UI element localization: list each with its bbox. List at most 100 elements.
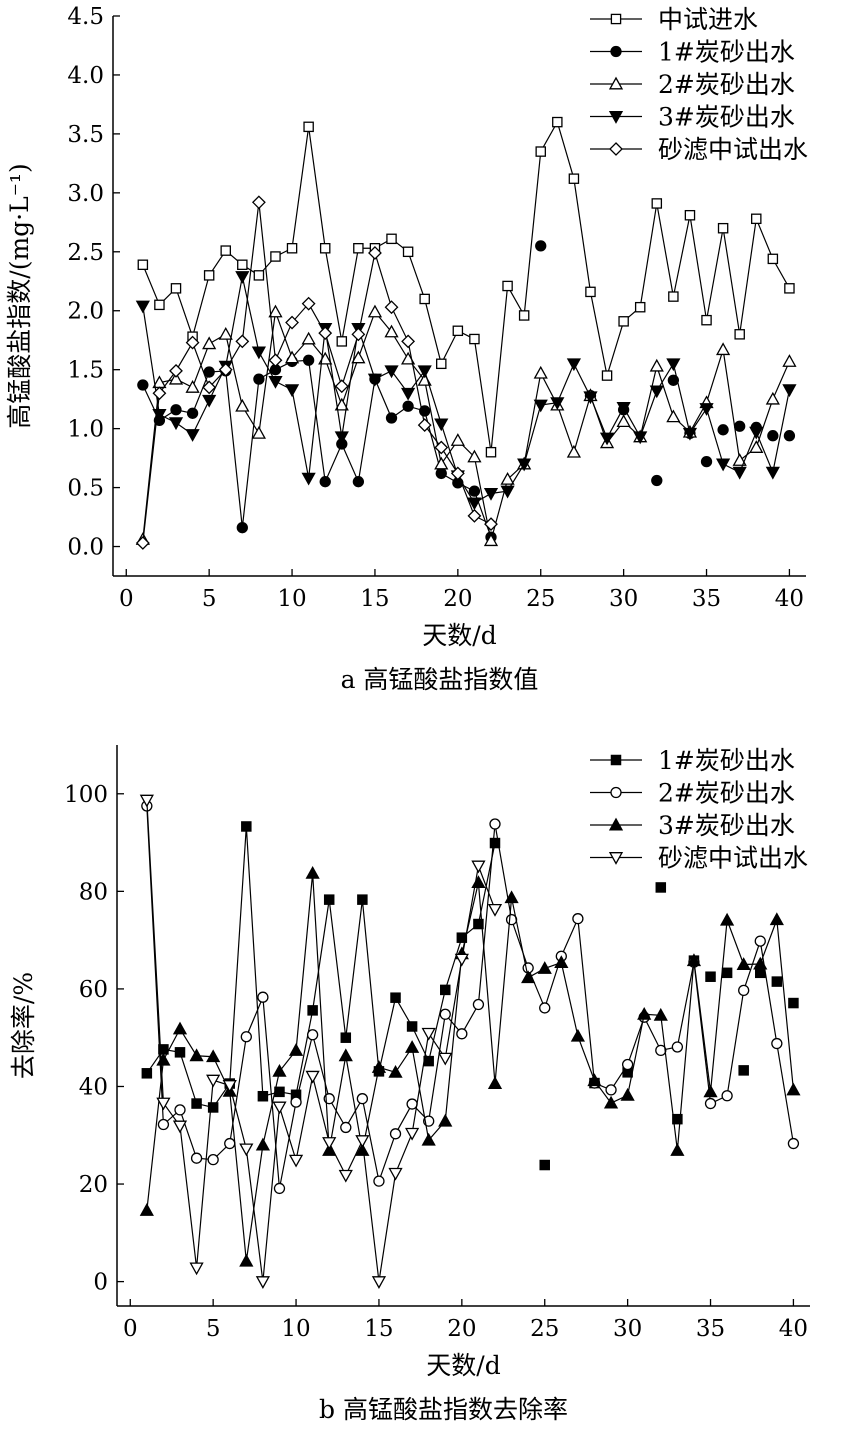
data-point xyxy=(583,391,598,405)
data-point xyxy=(384,324,399,338)
data-point xyxy=(174,1047,186,1058)
data-point xyxy=(406,1098,418,1110)
data-point xyxy=(351,350,366,364)
data-point xyxy=(185,380,200,393)
data-point xyxy=(270,251,281,262)
data-point xyxy=(682,427,698,441)
x-tick-label: 5 xyxy=(206,1316,221,1342)
data-point xyxy=(352,476,365,488)
data-point xyxy=(168,417,184,431)
data-point xyxy=(721,967,733,979)
data-point xyxy=(388,1064,403,1078)
data-point xyxy=(434,456,449,470)
data-point xyxy=(202,380,217,395)
data-point xyxy=(716,458,731,472)
data-point xyxy=(371,1060,387,1073)
data-point xyxy=(355,1135,370,1148)
data-point xyxy=(202,336,217,350)
data-point xyxy=(301,296,316,311)
data-point xyxy=(489,818,501,830)
legend-marker xyxy=(608,817,624,831)
data-point xyxy=(340,1032,352,1043)
data-point xyxy=(274,1086,285,1098)
x-tick-label: 20 xyxy=(443,586,472,612)
data-point xyxy=(787,1137,800,1150)
data-point xyxy=(367,373,383,387)
data-point xyxy=(767,253,779,265)
data-point xyxy=(587,1073,602,1087)
y-axis-title: 高锰酸盐指数/(mg·L⁻¹) xyxy=(5,163,34,428)
data-point xyxy=(734,420,746,432)
data-point xyxy=(135,536,150,550)
data-point xyxy=(533,365,548,379)
data-point xyxy=(302,354,315,366)
data-point xyxy=(251,195,266,210)
data-point xyxy=(305,865,320,879)
data-point xyxy=(156,1052,171,1066)
data-point xyxy=(417,418,432,433)
data-point xyxy=(738,1065,749,1076)
data-point xyxy=(471,860,486,874)
data-point xyxy=(388,1167,403,1181)
data-point xyxy=(489,837,501,849)
y-axis-title: 去除率/% xyxy=(9,972,38,1079)
data-point xyxy=(384,300,399,315)
data-point xyxy=(334,379,349,394)
data-point xyxy=(487,903,503,917)
data-point xyxy=(272,1101,287,1115)
data-point xyxy=(434,440,449,455)
data-point xyxy=(139,794,154,808)
data-point xyxy=(467,497,482,511)
data-point xyxy=(651,474,663,487)
y-tick-label: 80 xyxy=(79,879,108,905)
data-point xyxy=(634,301,646,313)
data-point xyxy=(170,404,182,416)
data-point xyxy=(373,1175,385,1187)
series-4 xyxy=(139,794,503,1289)
data-point xyxy=(672,1113,683,1125)
data-point xyxy=(255,1276,270,1289)
data-point xyxy=(152,386,167,401)
x-tick-label: 25 xyxy=(530,1316,559,1342)
data-point xyxy=(765,391,780,405)
series-3 xyxy=(135,304,797,547)
series-line xyxy=(142,202,492,544)
panel-a-chart: 0 5 10 15 20 25 30 35 40 0.0 0.5 1.0 1.5 2.0 2.5 3.0 3.5… xyxy=(5,4,808,694)
x-tick-label: 40 xyxy=(779,1316,808,1342)
legend-marker xyxy=(610,786,622,799)
data-point xyxy=(651,198,663,209)
data-point xyxy=(749,426,764,440)
data-point xyxy=(236,522,248,534)
data-point xyxy=(605,1084,617,1096)
data-point xyxy=(384,365,399,379)
data-point xyxy=(421,1027,436,1041)
data-point xyxy=(701,314,712,326)
data-point xyxy=(504,890,519,904)
data-point xyxy=(570,1028,585,1042)
data-point xyxy=(521,970,536,984)
data-point xyxy=(251,426,266,439)
data-point xyxy=(285,315,299,330)
data-point xyxy=(137,379,149,391)
data-point xyxy=(240,1031,252,1043)
data-point xyxy=(601,370,613,381)
data-point xyxy=(649,358,664,372)
data-point xyxy=(754,935,766,947)
data-point xyxy=(351,327,366,342)
data-point xyxy=(251,346,266,360)
data-point xyxy=(301,331,316,345)
data-point xyxy=(566,358,581,372)
data-point xyxy=(290,1096,302,1108)
legend-label: 砂滤中试出水 xyxy=(658,135,808,164)
data-point xyxy=(303,121,314,133)
y-tick-label: 3.5 xyxy=(67,122,104,148)
data-point xyxy=(721,1090,733,1102)
data-point xyxy=(788,997,799,1009)
data-point xyxy=(253,373,265,385)
data-point xyxy=(717,424,729,436)
data-point xyxy=(253,270,265,281)
data-point xyxy=(649,385,664,399)
data-point xyxy=(485,446,497,458)
